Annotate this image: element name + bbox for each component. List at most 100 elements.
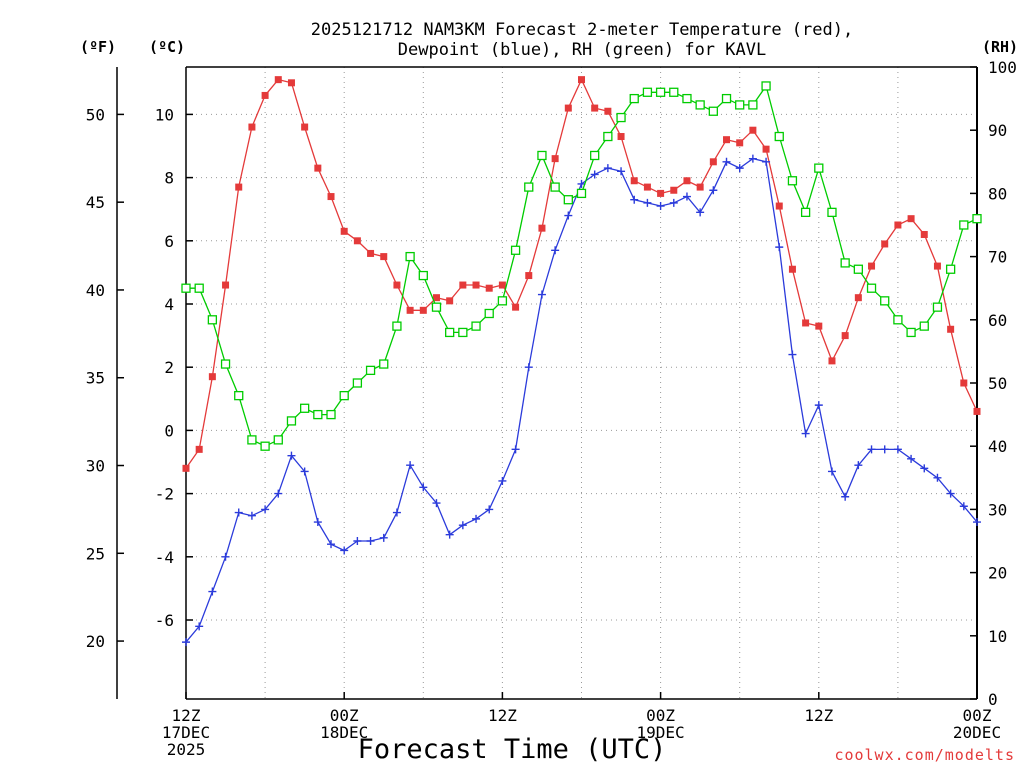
- dewpoint-point: [959, 502, 968, 511]
- 2-meter-temperature-point: [406, 306, 414, 314]
- dewpoint-point: [775, 243, 784, 252]
- dewpoint-point: [841, 492, 850, 501]
- dewpoint-point: [274, 489, 283, 498]
- 2-meter-temperature-point: [367, 249, 375, 257]
- rh-point: [484, 308, 494, 319]
- 2-meter-temperature-point: [960, 379, 968, 387]
- dewpoint-point: [419, 483, 428, 492]
- dewpoint-point: [867, 445, 876, 454]
- rh-point: [827, 207, 837, 218]
- dewpoint-point: [735, 164, 744, 173]
- rh-point: [972, 214, 982, 224]
- rh-point: [932, 302, 943, 312]
- 2-meter-temperature-point: [696, 183, 704, 191]
- chart-title-line-2: Dewpoint (blue), RH (green) for KAVL: [398, 40, 766, 60]
- rh-point: [603, 131, 613, 142]
- 2-meter-temperature-point: [393, 281, 401, 289]
- rh-unit-label: (RH): [982, 38, 1018, 56]
- dewpoint-point: [182, 638, 190, 647]
- rh-point: [286, 416, 297, 426]
- dewpoint-point: [656, 202, 665, 211]
- rh-point: [313, 409, 323, 420]
- rh-series: [181, 81, 982, 451]
- 2-meter-temperature-point: [736, 139, 744, 147]
- 2-meter-temperature-point: [657, 189, 665, 197]
- dewpoint-point: [762, 157, 771, 166]
- 2-meter-temperature-point: [538, 224, 546, 232]
- rh-tick-label: 90: [988, 121, 1007, 140]
- rh-point: [655, 87, 666, 97]
- fahrenheit-tick-label: 35: [86, 369, 105, 388]
- rh-point: [431, 302, 442, 312]
- 2-meter-temperature-point: [617, 133, 625, 141]
- x-tick-label-date: 18DEC: [320, 723, 368, 742]
- rh-point: [234, 390, 244, 401]
- rh-point: [814, 163, 824, 173]
- dewpoint-point: [287, 451, 296, 460]
- dewpoint-point: [261, 505, 270, 514]
- 2-meter-temperature-point: [498, 281, 506, 289]
- 2-meter-temperature-point: [446, 297, 454, 305]
- dewpoint-point: [893, 445, 902, 454]
- dewpoint-point: [406, 461, 415, 470]
- rh-point: [919, 321, 929, 331]
- 2-meter-temperature-point: [340, 227, 348, 235]
- dewpoint-point: [340, 546, 349, 555]
- chart-title-line-1: 2025121712 NAM3KM Forecast 2-meter Tempe…: [311, 20, 853, 40]
- 2-meter-temperature-point: [301, 123, 309, 131]
- rh-point: [339, 390, 349, 401]
- rh-tick-label: 60: [988, 311, 1007, 330]
- x-tick-label-time: 00Z: [646, 706, 675, 725]
- rh-tick-label: 40: [988, 437, 1007, 456]
- 2-meter-temperature-point: [564, 104, 572, 112]
- rh-point: [458, 327, 468, 338]
- fahrenheit-unit-label: (ºF): [80, 38, 116, 56]
- 2-meter-temperature-point: [815, 322, 823, 330]
- rh-point: [510, 245, 521, 255]
- celsius-tick-label: 4: [164, 295, 174, 314]
- rh-point: [682, 93, 692, 104]
- rh-point: [880, 296, 890, 306]
- rh-point: [445, 327, 455, 338]
- fahrenheit-tick-label: 40: [86, 281, 105, 300]
- rh-point: [365, 365, 376, 376]
- dewpoint-point: [946, 489, 955, 498]
- dewpoint-point: [221, 552, 230, 561]
- dewpoint-point: [827, 467, 836, 476]
- 2-meter-temperature-point: [788, 265, 796, 273]
- celsius-tick-label: 0: [164, 421, 174, 440]
- 2-meter-temperature-series: [182, 76, 981, 472]
- 2-meter-temperature-point: [683, 177, 691, 185]
- celsius-tick-label: -2: [155, 485, 174, 504]
- rh-tick-label: 0: [988, 690, 998, 709]
- rh-point: [840, 258, 850, 268]
- rh-tick-label: 70: [988, 248, 1007, 267]
- axes: [116, 66, 978, 700]
- tick-labels: -6-4-20246810202530354045500102030405060…: [86, 58, 1017, 759]
- rh-point: [893, 315, 903, 325]
- site-credit: coolwx.com/modelts: [834, 746, 1015, 764]
- 2-meter-temperature-point: [920, 230, 928, 238]
- rh-point: [576, 188, 587, 199]
- 2-meter-temperature-point: [485, 284, 493, 292]
- dewpoint-point: [195, 622, 204, 631]
- dewpoint-point: [643, 198, 652, 207]
- 2-meter-temperature-point: [709, 158, 717, 166]
- 2-meter-temperature-point: [208, 373, 216, 381]
- rh-point: [945, 264, 956, 274]
- 2-meter-temperature-point: [802, 319, 810, 327]
- rh-point: [524, 182, 534, 192]
- rh-point: [590, 150, 600, 161]
- rh-point: [708, 106, 718, 116]
- dewpoint-point: [524, 363, 533, 372]
- fahrenheit-tick-label: 20: [86, 632, 105, 651]
- rh-point: [748, 100, 758, 110]
- dewpoint-point: [696, 208, 705, 217]
- dewpoint-point: [300, 467, 309, 476]
- dewpoint-point: [511, 445, 520, 454]
- x-tick-label-time: 00Z: [963, 706, 992, 725]
- rh-point: [761, 81, 771, 91]
- 2-meter-temperature-point: [630, 177, 638, 185]
- 2-meter-temperature-point: [881, 240, 889, 248]
- dewpoint-point: [445, 530, 454, 539]
